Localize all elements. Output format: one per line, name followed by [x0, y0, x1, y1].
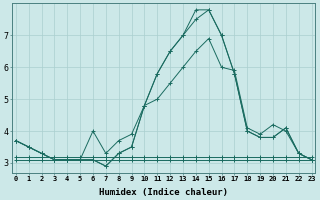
X-axis label: Humidex (Indice chaleur): Humidex (Indice chaleur): [99, 188, 228, 197]
